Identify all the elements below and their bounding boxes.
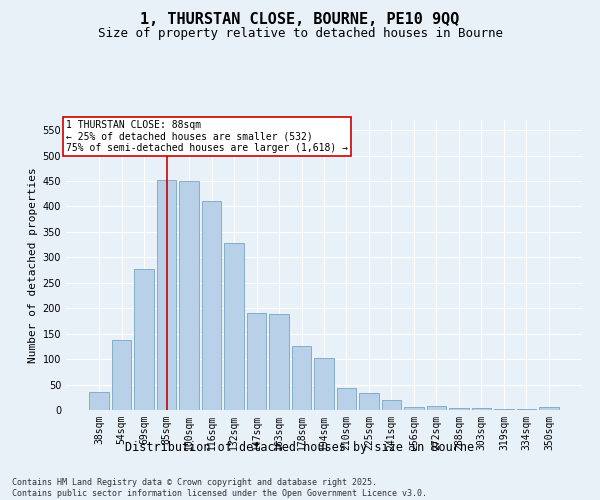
Text: Contains HM Land Registry data © Crown copyright and database right 2025.
Contai: Contains HM Land Registry data © Crown c… xyxy=(12,478,427,498)
Bar xyxy=(134,268,154,410)
Bar xyxy=(404,407,424,410)
Bar xyxy=(494,409,514,410)
Bar xyxy=(269,314,289,410)
Text: Size of property relative to detached houses in Bourne: Size of property relative to detached ho… xyxy=(97,28,503,40)
Text: 1 THURSTAN CLOSE: 88sqm
← 25% of detached houses are smaller (532)
75% of semi-d: 1 THURSTAN CLOSE: 88sqm ← 25% of detache… xyxy=(66,120,348,153)
Bar xyxy=(449,408,469,410)
Text: 1, THURSTAN CLOSE, BOURNE, PE10 9QQ: 1, THURSTAN CLOSE, BOURNE, PE10 9QQ xyxy=(140,12,460,28)
Y-axis label: Number of detached properties: Number of detached properties xyxy=(28,167,38,363)
Bar xyxy=(112,340,131,410)
Bar xyxy=(382,400,401,410)
Bar xyxy=(179,181,199,410)
Bar xyxy=(337,388,356,410)
Bar xyxy=(224,243,244,410)
Bar xyxy=(202,202,221,410)
Text: Distribution of detached houses by size in Bourne: Distribution of detached houses by size … xyxy=(125,441,475,454)
Bar xyxy=(247,314,266,410)
Bar xyxy=(359,393,379,410)
Bar xyxy=(472,408,491,410)
Bar xyxy=(314,358,334,410)
Bar xyxy=(89,392,109,410)
Bar xyxy=(427,406,446,410)
Bar xyxy=(157,180,176,410)
Bar xyxy=(292,346,311,410)
Bar xyxy=(539,408,559,410)
